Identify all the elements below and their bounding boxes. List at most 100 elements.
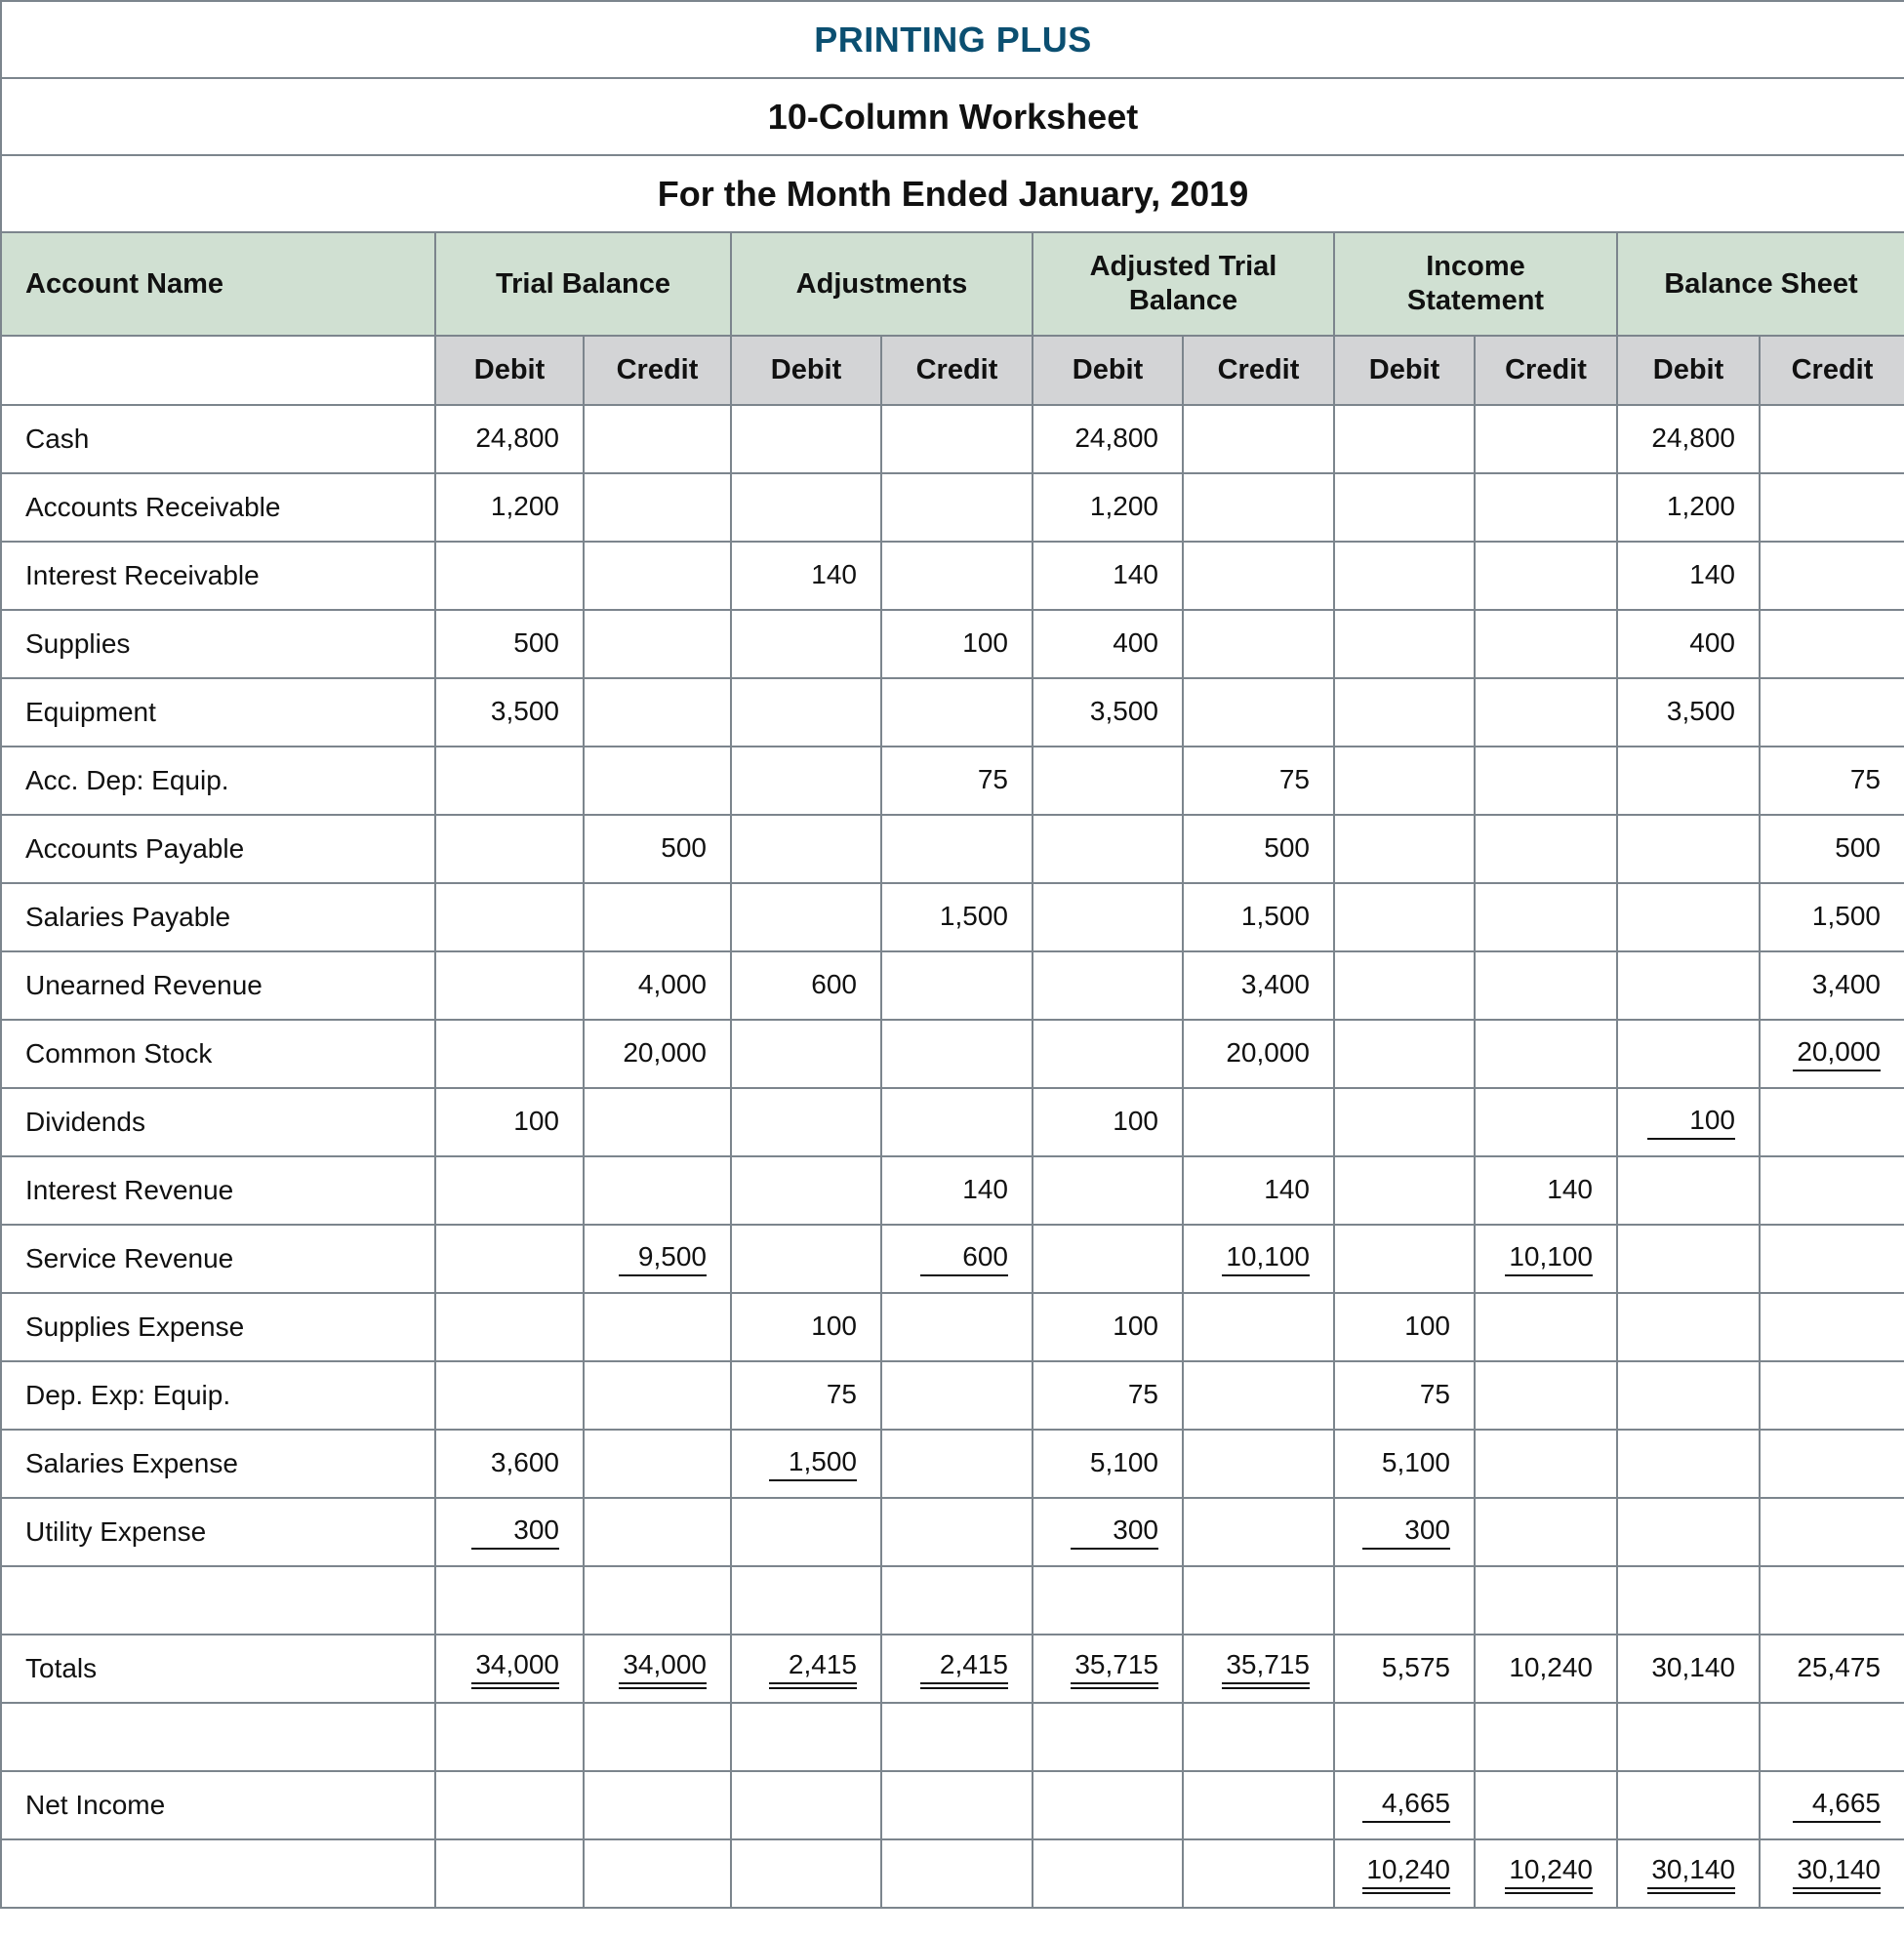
credit-cell: 100 <box>880 609 1033 679</box>
debit-cell <box>1616 1497 1761 1567</box>
amount: 300 <box>1362 1514 1450 1550</box>
debit-cell: 2,415 <box>730 1634 882 1704</box>
debit-cell <box>434 950 585 1021</box>
debit-cell <box>1616 1360 1761 1431</box>
account-name <box>0 1702 436 1772</box>
debit-cell: 600 <box>730 950 882 1021</box>
debit-cell <box>434 1702 585 1772</box>
debit-cell <box>730 1838 882 1909</box>
debit-cell: 300 <box>434 1497 585 1567</box>
credit-cell: 140 <box>880 1155 1033 1226</box>
account-name: Equipment <box>0 677 436 747</box>
credit-cell: 35,715 <box>1182 1634 1335 1704</box>
debit-cell: 100 <box>1032 1292 1184 1362</box>
debit-cell <box>1616 882 1761 952</box>
amount: 34,000 <box>619 1649 707 1689</box>
debit-cell <box>1616 950 1761 1021</box>
subheader-blank <box>0 335 436 406</box>
subheader-debit: Debit <box>1333 335 1476 406</box>
credit-cell: 10,240 <box>1474 1634 1618 1704</box>
credit-cell: 4,665 <box>1759 1770 1904 1840</box>
amount: 3,400 <box>1240 969 1310 999</box>
account-name <box>0 1838 436 1909</box>
amount: 5,575 <box>1381 1652 1450 1682</box>
table-row: Service Revenue 9,500 600 10,100 10,100 <box>0 1224 1904 1294</box>
debit-cell <box>434 1292 585 1362</box>
credit-cell: 20,000 <box>1759 1019 1904 1089</box>
amount: 300 <box>1071 1514 1158 1550</box>
credit-cell <box>880 1292 1033 1362</box>
debit-cell <box>1616 1019 1761 1089</box>
credit-cell: 4,000 <box>583 950 732 1021</box>
debit-cell: 140 <box>1032 541 1184 611</box>
header-adjustments: Adjustments <box>730 231 1033 337</box>
credit-cell <box>1759 677 1904 747</box>
credit-cell: 75 <box>880 746 1033 816</box>
amount: 500 <box>661 832 707 863</box>
credit-cell <box>1474 1702 1618 1772</box>
credit-cell: 10,100 <box>1474 1224 1618 1294</box>
table-row: Supplies 500 100 400 400 <box>0 609 1904 679</box>
credit-cell <box>1474 677 1618 747</box>
debit-cell <box>1333 1087 1476 1157</box>
amount: 24,800 <box>475 423 559 453</box>
credit-cell <box>1182 404 1335 474</box>
amount: 75 <box>1127 1379 1158 1409</box>
account-name <box>0 1565 436 1635</box>
credit-cell <box>1182 472 1335 543</box>
credit-cell: 9,500 <box>583 1224 732 1294</box>
amount: 75 <box>826 1379 857 1409</box>
credit-cell <box>880 1360 1033 1431</box>
debit-cell <box>1333 609 1476 679</box>
amount: 75 <box>1278 764 1310 794</box>
credit-cell <box>583 541 732 611</box>
credit-cell: 500 <box>1182 814 1335 884</box>
account-name: Totals <box>0 1634 436 1704</box>
debit-cell <box>730 1770 882 1840</box>
table-row: Unearned Revenue 4,000 600 3,400 3,400 <box>0 950 1904 1021</box>
debit-cell <box>1333 1155 1476 1226</box>
amount: 3,500 <box>1089 696 1158 726</box>
debit-cell: 34,000 <box>434 1634 585 1704</box>
credit-cell <box>880 1019 1033 1089</box>
debit-cell: 24,800 <box>1616 404 1761 474</box>
amount: 75 <box>977 764 1008 794</box>
account-name: Cash <box>0 404 436 474</box>
debit-cell <box>730 404 882 474</box>
debit-cell <box>1333 1224 1476 1294</box>
debit-cell <box>730 1087 882 1157</box>
debit-cell <box>1333 1019 1476 1089</box>
debit-cell: 1,200 <box>434 472 585 543</box>
credit-cell: 1,500 <box>1759 882 1904 952</box>
debit-cell <box>1032 1565 1184 1635</box>
credit-cell <box>1474 1565 1618 1635</box>
debit-cell <box>1333 746 1476 816</box>
debit-cell: 1,500 <box>730 1429 882 1499</box>
debit-cell: 75 <box>730 1360 882 1431</box>
debit-cell <box>1616 1292 1761 1362</box>
debit-cell: 100 <box>730 1292 882 1362</box>
debit-cell: 30,140 <box>1616 1634 1761 1704</box>
table-row: Supplies Expense 100 100 100 <box>0 1292 1904 1362</box>
credit-cell <box>1474 541 1618 611</box>
credit-cell <box>583 472 732 543</box>
debit-cell <box>1616 1429 1761 1499</box>
debit-cell: 5,100 <box>1032 1429 1184 1499</box>
credit-cell <box>1474 1360 1618 1431</box>
debit-cell <box>1333 541 1476 611</box>
credit-cell <box>1474 472 1618 543</box>
amount: 140 <box>962 1174 1008 1204</box>
credit-cell <box>583 677 732 747</box>
debit-cell <box>434 1770 585 1840</box>
credit-cell <box>583 882 732 952</box>
amount: 140 <box>811 559 857 589</box>
debit-cell <box>1333 882 1476 952</box>
credit-cell: 140 <box>1182 1155 1335 1226</box>
table-row: Totals 34,000 34,000 2,415 2,415 35,715 35,715… <box>0 1634 1904 1704</box>
debit-cell: 4,665 <box>1333 1770 1476 1840</box>
credit-cell <box>1474 814 1618 884</box>
table-row: Salaries Payable 1,500 1,500 1,500 <box>0 882 1904 952</box>
table-row: Salaries Expense 3,600 1,500 5,100 5,100 <box>0 1429 1904 1499</box>
company-name: PRINTING PLUS <box>0 0 1904 79</box>
table-row: Interest Revenue 140 140 140 <box>0 1155 1904 1226</box>
